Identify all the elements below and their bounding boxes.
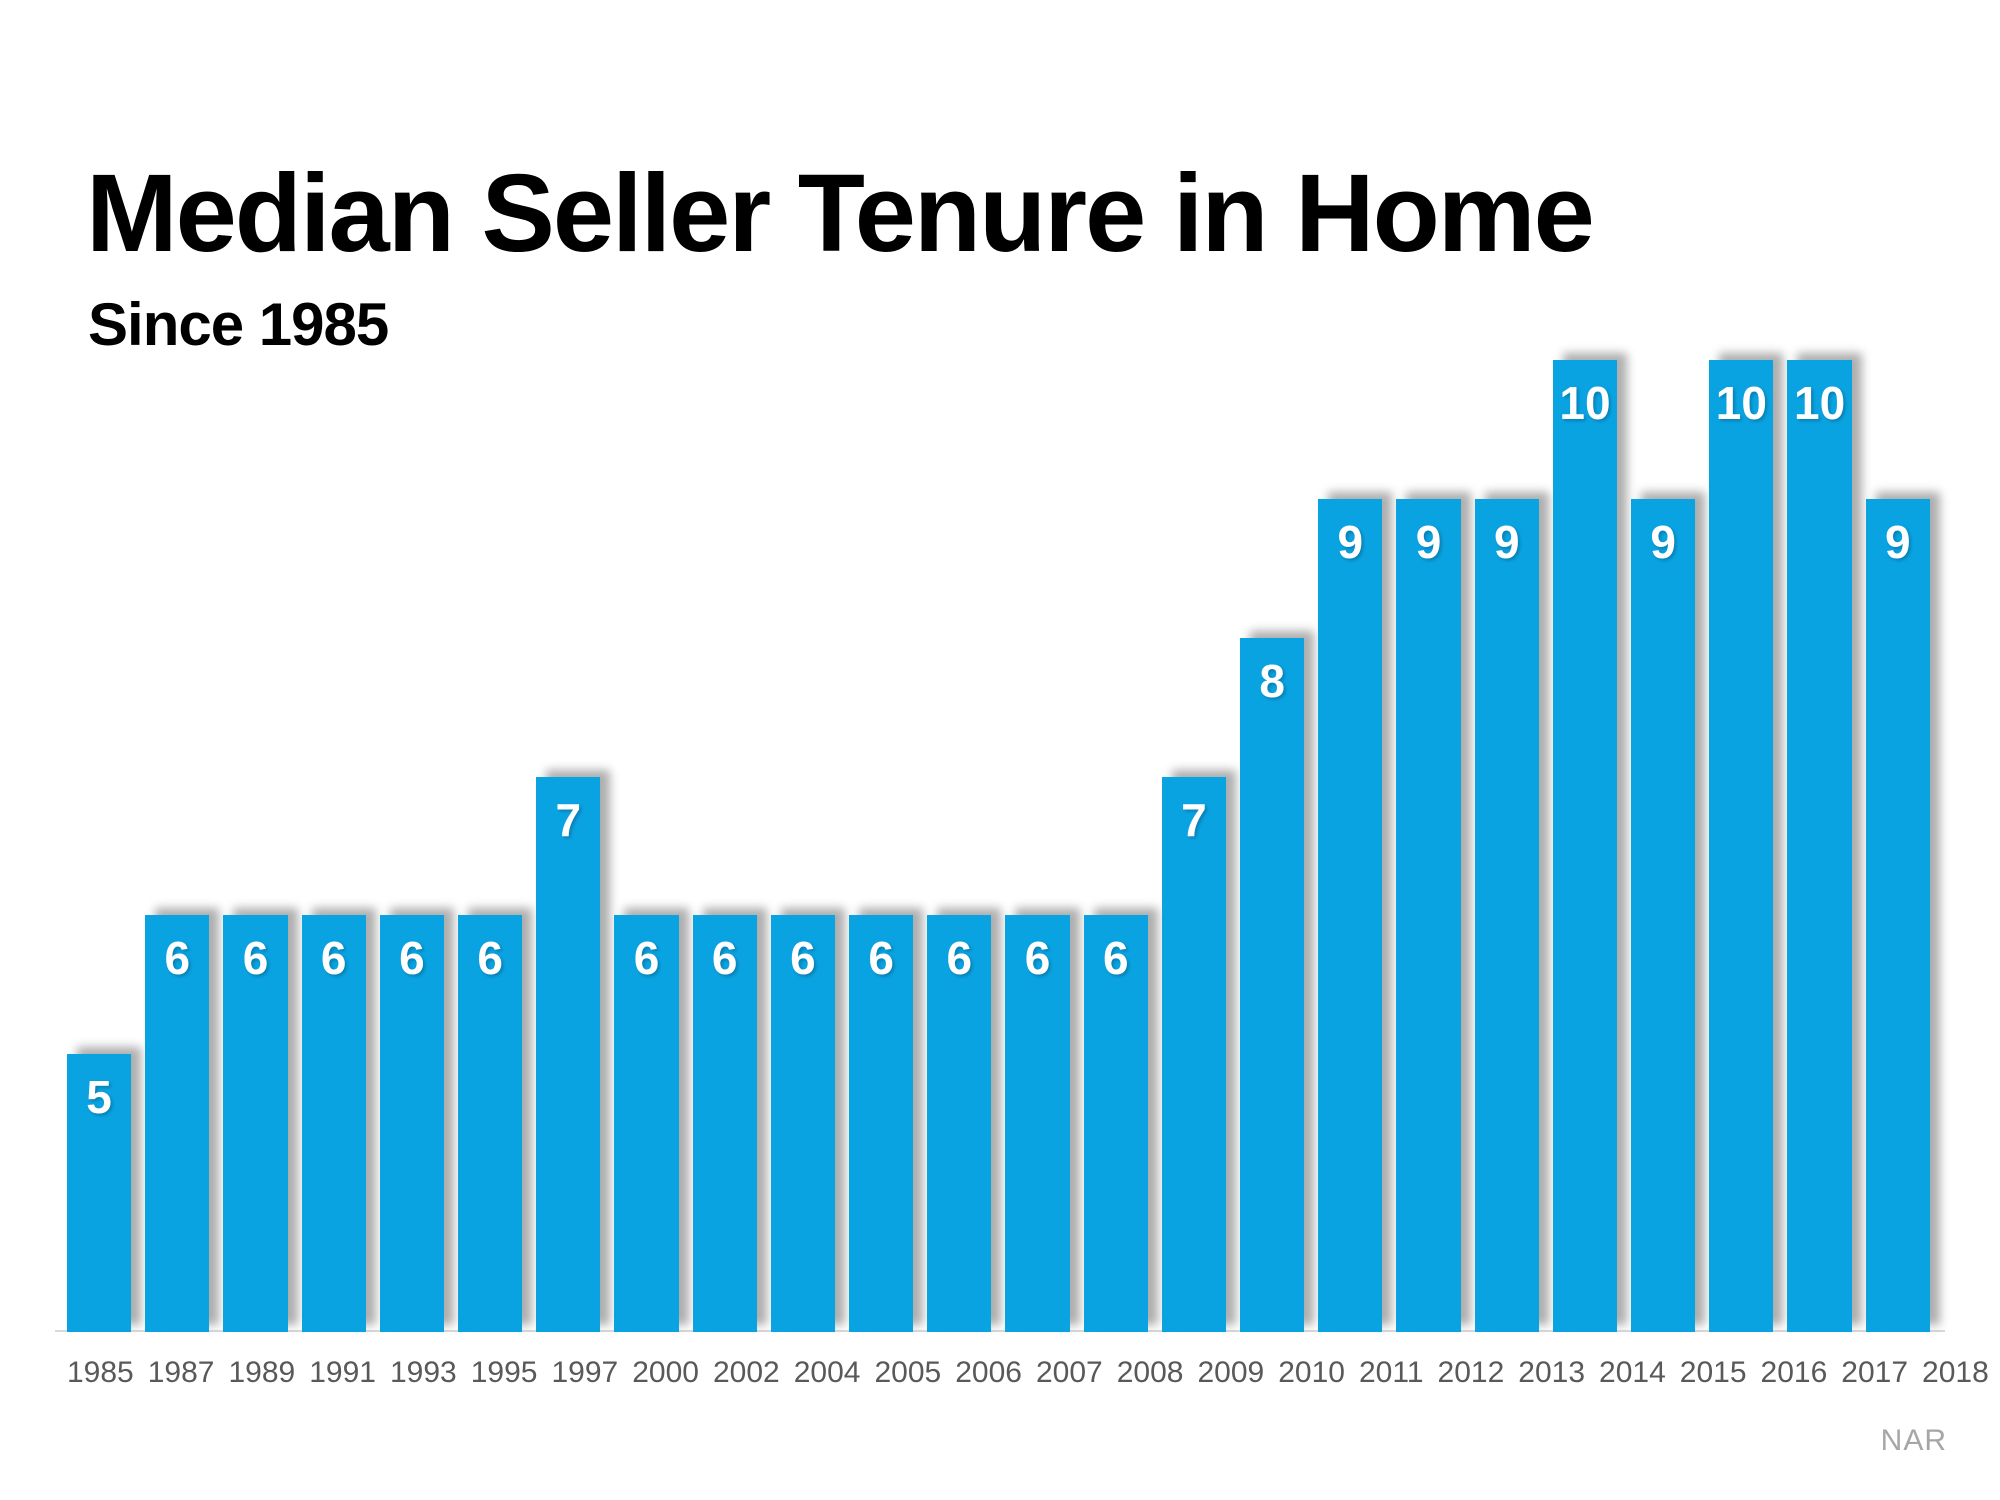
bar-value-label: 6 xyxy=(399,932,425,985)
x-tick-2017: 2017 xyxy=(1841,1356,1909,1389)
source-label: NAR xyxy=(1880,1424,1947,1457)
bar-2007: 6 xyxy=(1005,915,1070,1332)
bar-2017: 10 xyxy=(1787,360,1852,1332)
x-tick-1993: 1993 xyxy=(390,1356,457,1389)
bar-value-label: 10 xyxy=(1715,377,1767,429)
bar-value-label: 6 xyxy=(790,932,816,985)
bar-2006: 6 xyxy=(927,915,992,1332)
bar-1985: 5 xyxy=(67,1054,132,1332)
x-tick-1997: 1997 xyxy=(551,1356,619,1389)
bar-2014: 10 xyxy=(1552,360,1618,1332)
bar-2005: 6 xyxy=(849,915,914,1332)
bar-1995: 6 xyxy=(458,915,523,1332)
x-tick-2012: 2012 xyxy=(1437,1356,1505,1389)
bar-value-label: 9 xyxy=(1884,515,1911,568)
bar-value-label: 6 xyxy=(868,932,894,985)
bar-value-label: 10 xyxy=(1559,377,1611,429)
bar-value-label: 6 xyxy=(711,932,738,985)
bar-2010: 8 xyxy=(1240,637,1305,1332)
bar-value-label: 9 xyxy=(1493,515,1520,568)
x-tick-1991: 1991 xyxy=(309,1356,376,1389)
x-tick-2014: 2014 xyxy=(1599,1356,1666,1389)
bar-value-label: 9 xyxy=(1650,515,1676,568)
bar-value-label: 10 xyxy=(1793,377,1846,429)
bar-value-label: 9 xyxy=(1337,515,1364,568)
bar-value-label: 6 xyxy=(477,932,503,985)
x-tick-2004: 2004 xyxy=(793,1356,861,1389)
bar-1989: 6 xyxy=(223,915,288,1332)
bar-2012: 9 xyxy=(1396,498,1461,1332)
bar-value-label: 6 xyxy=(164,932,191,985)
bar-value-label: 6 xyxy=(1102,932,1129,985)
x-tick-1985: 1985 xyxy=(67,1356,134,1389)
bar-2018: 9 xyxy=(1865,498,1930,1332)
bar-1997: 7 xyxy=(536,776,601,1332)
x-tick-1987: 1987 xyxy=(147,1356,215,1389)
x-axis-line xyxy=(55,1330,1945,1332)
bar-2009: 7 xyxy=(1161,776,1227,1332)
x-tick-1995: 1995 xyxy=(470,1356,538,1389)
bar-1991: 6 xyxy=(301,915,366,1332)
bar-value-label: 9 xyxy=(1415,515,1442,568)
bar-2011: 9 xyxy=(1318,498,1383,1332)
bar-1993: 6 xyxy=(379,915,445,1332)
bar-2013: 9 xyxy=(1474,498,1539,1332)
bar-2004: 6 xyxy=(770,915,836,1332)
x-tick-2016: 2016 xyxy=(1760,1356,1828,1389)
x-tick-2010: 2010 xyxy=(1278,1356,1345,1389)
bar-2002: 6 xyxy=(692,915,757,1332)
x-tick-2007: 2007 xyxy=(1036,1356,1103,1389)
x-tick-2015: 2015 xyxy=(1679,1356,1747,1389)
bar-2008: 6 xyxy=(1083,915,1148,1332)
x-tick-2002: 2002 xyxy=(713,1356,780,1389)
bar-value-label: 7 xyxy=(555,793,582,846)
x-tick-2009: 2009 xyxy=(1197,1356,1265,1389)
bar-value-label: 6 xyxy=(242,932,269,985)
x-tick-1989: 1989 xyxy=(228,1356,296,1389)
bar-value-label: 6 xyxy=(1024,932,1051,985)
x-tick-2008: 2008 xyxy=(1116,1356,1184,1389)
bar-2015: 9 xyxy=(1631,498,1696,1332)
bar-2016: 10 xyxy=(1709,360,1774,1332)
bar-value-label: 8 xyxy=(1259,654,1285,707)
x-tick-2005: 2005 xyxy=(874,1356,942,1389)
x-tick-2013: 2013 xyxy=(1518,1356,1586,1389)
bars-container: 5 6 6 6 6 6 7 6 6 6 6 6 6 6 7 8 9 9 9 10 9 10 10 9 xyxy=(67,360,1930,1332)
bar-2000: 6 xyxy=(614,915,679,1332)
x-tick-2006: 2006 xyxy=(955,1356,1022,1389)
bar-value-label: 6 xyxy=(633,932,660,985)
x-tick-2011: 2011 xyxy=(1359,1356,1424,1389)
bar-1987: 6 xyxy=(145,915,210,1332)
bar-value-label: 6 xyxy=(320,932,347,985)
chart-subtitle: Since 1985 xyxy=(88,290,389,358)
x-tick-2018: 2018 xyxy=(1922,1356,1989,1389)
x-tick-2000: 2000 xyxy=(632,1356,699,1389)
x-axis-labels: 1985 1987 1989 1991 1993 1995 1997 2000 2002 2004… xyxy=(67,1352,1989,1394)
chart-title: Median Seller Tenure in Home xyxy=(86,151,1595,275)
bar-value-label: 6 xyxy=(946,932,973,985)
bar-value-label: 5 xyxy=(86,1071,112,1124)
bar-value-label: 7 xyxy=(1181,793,1207,846)
